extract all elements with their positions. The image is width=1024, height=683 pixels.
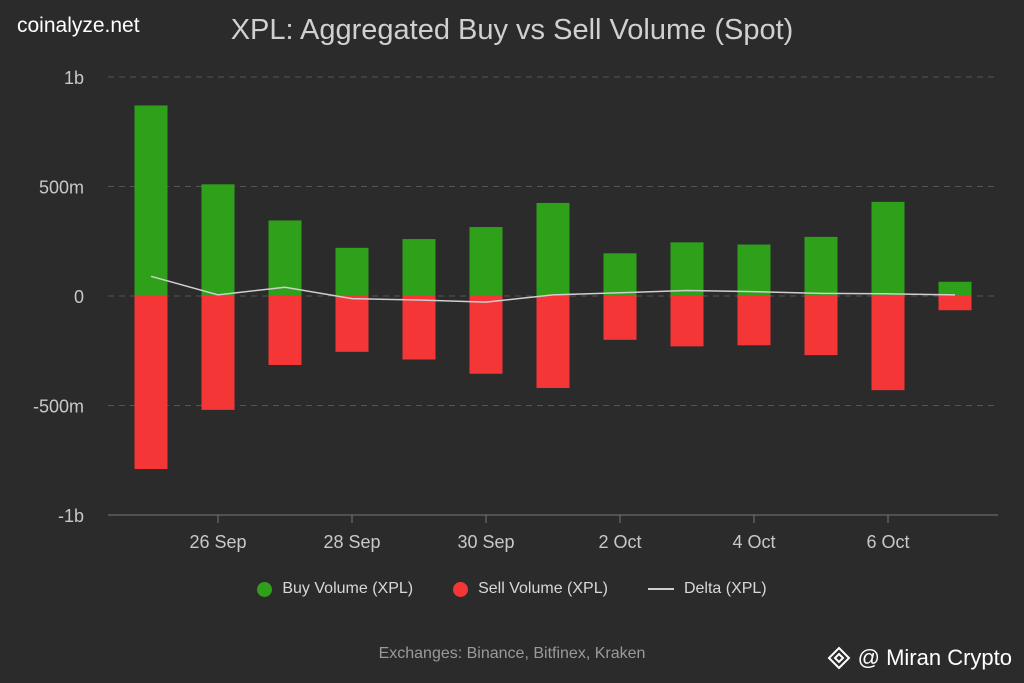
legend-label-delta: Delta (XPL) [683,580,767,597]
y-tick-label: 500m [39,178,84,198]
buy-bar [268,220,302,296]
sell-bar [603,296,637,340]
y-tick-label: 0 [74,287,84,307]
sell-swatch-icon [453,581,469,597]
legend-label-sell: Sell Volume (XPL) [478,580,608,597]
legend-item-delta[interactable]: Delta (XPL) [647,580,767,598]
watermark-text: @ Miran Crypto [857,645,1012,670]
buy-bar [938,281,972,296]
chart-legend: Buy Volume (XPL) Sell Volume (XPL) Delta… [0,580,1024,598]
buy-bar [134,105,168,296]
buy-bar [871,201,905,296]
y-tick-label: -1b [58,506,84,526]
buy-bar [402,239,436,296]
legend-label-buy: Buy Volume (XPL) [282,580,414,597]
delta-line [150,275,956,303]
sell-bar [268,296,302,365]
x-tick-label: 6 Oct [866,532,909,552]
sell-bar [134,296,168,470]
legend-item-buy[interactable]: Buy Volume (XPL) [257,580,413,598]
watermark: @ Miran Crypto [826,645,1012,671]
x-tick-label: 26 Sep [189,532,246,552]
legend-item-sell[interactable]: Sell Volume (XPL) [453,580,608,598]
sell-bar [536,296,570,388]
y-tick-label: 1b [64,68,84,88]
buy-bar [603,253,637,296]
delta-swatch-icon [647,588,674,590]
sell-bar [201,296,235,410]
buy-bar [804,236,838,296]
sell-bar [469,296,503,374]
buy-bar [335,247,369,296]
sell-bar [804,296,838,356]
brand-logo-text: coinalyze.net [17,14,140,37]
sell-bar [402,296,436,360]
sell-bar [335,296,369,352]
chart-title: XPL: Aggregated Buy vs Sell Volume (Spot… [230,14,794,46]
buy-bar [670,242,704,296]
y-tick-label: -500m [33,397,84,417]
x-tick-label: 28 Sep [323,532,380,552]
x-tick-label: 2 Oct [598,532,641,552]
buy-bar [536,202,570,296]
exchanges-footer: Exchanges: Binance, Bitfinex, Kraken [378,645,646,662]
buy-bar [737,244,771,296]
x-tick-label: 4 Oct [732,532,775,552]
sell-bar [737,296,771,346]
buy-swatch-icon [257,581,273,597]
sell-bar [938,296,972,311]
x-tick-label: 30 Sep [457,532,514,552]
buy-bar [201,184,235,296]
sell-bar [670,296,704,347]
binance-diamond-icon [827,646,851,670]
buy-bar [469,227,503,296]
sell-bar [871,296,905,391]
